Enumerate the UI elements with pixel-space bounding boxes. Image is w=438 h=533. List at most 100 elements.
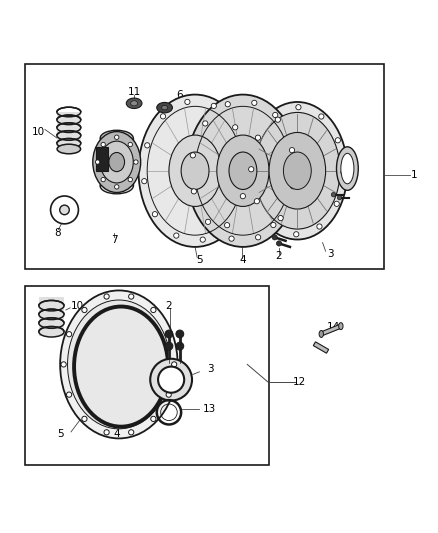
Text: 4: 4 [240, 255, 246, 265]
Ellipse shape [67, 300, 170, 429]
Ellipse shape [138, 94, 252, 247]
Circle shape [61, 362, 66, 367]
Circle shape [115, 135, 119, 140]
Ellipse shape [100, 141, 133, 183]
Text: 9: 9 [342, 167, 349, 177]
Ellipse shape [247, 102, 347, 239]
Text: 10: 10 [71, 301, 84, 311]
Text: 6: 6 [177, 90, 183, 100]
Circle shape [255, 135, 261, 140]
Circle shape [334, 201, 339, 206]
Circle shape [341, 169, 346, 175]
Circle shape [67, 332, 72, 337]
Ellipse shape [229, 152, 257, 189]
Circle shape [141, 179, 147, 184]
Text: 14: 14 [326, 321, 339, 332]
Circle shape [150, 359, 192, 400]
Circle shape [151, 416, 156, 422]
Ellipse shape [157, 102, 173, 113]
Ellipse shape [169, 135, 221, 206]
Circle shape [60, 205, 69, 215]
Bar [96, 147, 109, 171]
Circle shape [275, 117, 280, 122]
Circle shape [128, 177, 132, 182]
Circle shape [233, 125, 238, 130]
Circle shape [95, 160, 100, 164]
Ellipse shape [217, 135, 269, 206]
Circle shape [254, 199, 259, 204]
Ellipse shape [254, 112, 340, 229]
Circle shape [272, 112, 278, 118]
Circle shape [249, 167, 254, 172]
Bar [39, 297, 64, 336]
Circle shape [290, 148, 295, 153]
Circle shape [293, 232, 299, 237]
Ellipse shape [100, 130, 133, 146]
Circle shape [115, 184, 119, 189]
Text: 8: 8 [55, 228, 61, 238]
Circle shape [174, 233, 179, 238]
Polygon shape [321, 324, 341, 336]
Bar [313, 342, 328, 353]
Text: 10: 10 [32, 127, 45, 138]
Circle shape [252, 100, 257, 106]
Ellipse shape [186, 94, 300, 247]
Circle shape [319, 114, 324, 119]
Circle shape [82, 416, 87, 422]
Circle shape [331, 192, 336, 197]
Ellipse shape [162, 106, 168, 110]
Ellipse shape [109, 152, 124, 172]
Circle shape [335, 138, 340, 143]
Ellipse shape [126, 98, 142, 109]
Circle shape [205, 219, 211, 224]
Text: 4: 4 [113, 429, 120, 439]
Circle shape [176, 330, 184, 338]
Circle shape [158, 367, 184, 393]
Circle shape [229, 236, 234, 241]
Circle shape [271, 222, 276, 228]
Ellipse shape [336, 147, 358, 190]
Circle shape [203, 121, 208, 126]
Ellipse shape [283, 152, 311, 189]
Circle shape [134, 160, 138, 164]
Circle shape [337, 196, 342, 200]
Circle shape [296, 104, 301, 110]
Ellipse shape [131, 101, 138, 106]
Circle shape [317, 224, 322, 229]
Ellipse shape [181, 152, 209, 189]
Text: 12: 12 [293, 377, 306, 387]
Ellipse shape [100, 178, 133, 194]
Bar [25, 286, 269, 465]
Text: 3: 3 [207, 364, 214, 374]
Bar [57, 112, 81, 151]
Circle shape [200, 237, 205, 242]
Circle shape [104, 294, 109, 299]
Text: 2: 2 [276, 252, 283, 262]
Circle shape [50, 196, 78, 224]
Ellipse shape [339, 322, 343, 329]
Text: 7: 7 [111, 235, 118, 245]
Circle shape [255, 235, 261, 240]
Circle shape [129, 294, 134, 299]
Circle shape [240, 193, 245, 199]
Circle shape [166, 392, 171, 397]
Circle shape [290, 183, 296, 189]
Circle shape [128, 142, 132, 147]
Circle shape [185, 99, 190, 104]
Circle shape [101, 142, 106, 147]
Circle shape [145, 143, 150, 148]
Circle shape [191, 189, 197, 194]
Circle shape [101, 177, 106, 182]
Circle shape [67, 392, 72, 397]
Ellipse shape [319, 330, 323, 337]
Circle shape [166, 332, 171, 337]
Circle shape [276, 241, 282, 246]
Text: 1: 1 [411, 170, 417, 180]
Circle shape [225, 223, 230, 228]
Circle shape [278, 215, 283, 221]
Circle shape [151, 308, 156, 312]
Circle shape [243, 158, 248, 163]
Ellipse shape [269, 133, 325, 209]
Text: 11: 11 [127, 87, 141, 98]
Circle shape [172, 362, 177, 367]
